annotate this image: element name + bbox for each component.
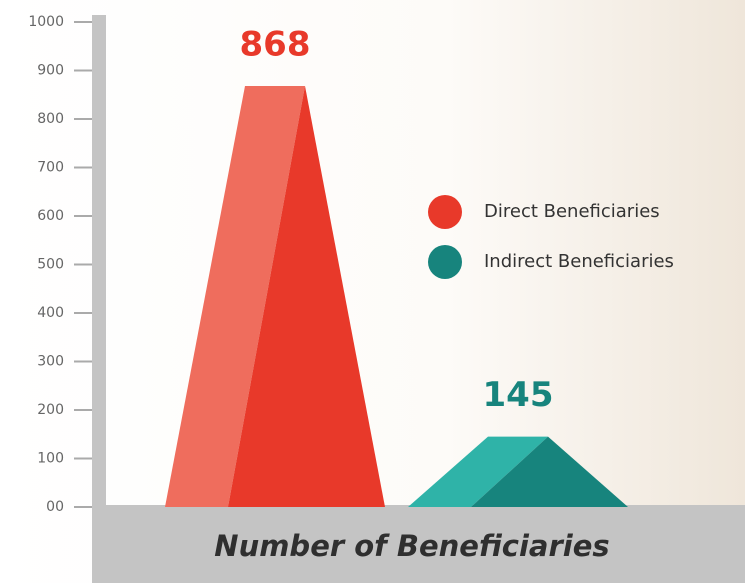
y-tick-label: 600: [37, 208, 64, 224]
legend-label: Direct Beneficiaries: [484, 201, 660, 222]
x-axis-label: Number of Beneficiaries: [214, 529, 609, 563]
y-tick-label: 100: [37, 451, 64, 467]
y-tick-label: 700: [37, 160, 64, 176]
y-tick-label: 00: [46, 499, 64, 515]
y-tick-label: 300: [37, 354, 64, 370]
y-tick-label: 900: [37, 63, 64, 79]
bar: [165, 86, 385, 508]
y-axis-bar: [92, 15, 106, 510]
bar-face-light: [408, 436, 548, 507]
y-tick-label: 200: [37, 402, 64, 418]
legend-marker: [428, 195, 462, 229]
y-tick-label: 500: [37, 257, 64, 273]
value-label: 145: [483, 375, 554, 415]
y-tick-label: 400: [37, 305, 64, 321]
legend-marker: [428, 245, 462, 279]
bar-face-dark: [471, 436, 628, 507]
x-axis-bar: [92, 505, 745, 583]
bar-face-dark: [228, 86, 385, 508]
bar: [408, 436, 628, 507]
y-tick-label: 800: [37, 111, 64, 127]
y-tick-label: 1000: [28, 14, 64, 30]
bar-face-light: [165, 86, 305, 508]
legend-label: Indirect Beneficiaries: [484, 251, 674, 272]
value-label: 868: [240, 25, 311, 65]
